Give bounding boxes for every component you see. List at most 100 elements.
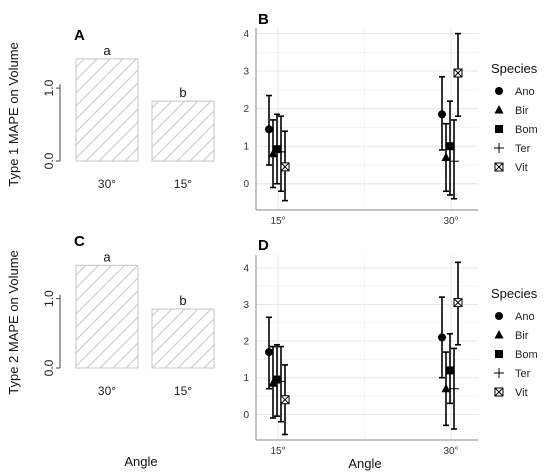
legend-item-vit: Vit	[494, 162, 528, 174]
x-tick-label: 30°	[98, 177, 116, 191]
x-tick-label: 15°	[270, 216, 285, 227]
marker-plus	[449, 156, 459, 167]
legend: Species Ano Bir Bom Ter Vit	[491, 61, 538, 174]
marker-x	[494, 387, 504, 397]
y-tick-label: 3	[243, 300, 249, 311]
series-vit	[280, 261, 463, 436]
y-axis-title: Type 1 MAPE on Volume	[6, 42, 21, 187]
marker-circle	[495, 312, 503, 320]
x-tick-label: 30°	[98, 384, 116, 398]
marker-plus	[494, 368, 504, 378]
x-tick-label: 30°	[443, 446, 458, 457]
series-ano	[265, 75, 446, 166]
y-tick-label: 1.0	[42, 79, 56, 96]
legend-label: Vit	[515, 387, 528, 399]
x-axis-title-right: Angle	[348, 456, 381, 471]
legend: Species Ano Bir Bom Ter Vit	[491, 286, 538, 399]
series-ter	[276, 345, 459, 430]
y-tick-label: 0	[243, 179, 249, 190]
y-axis-title: Type 2 MAPE on Volume	[6, 250, 21, 395]
marker-circle	[438, 110, 446, 119]
legend-label: Vit	[515, 162, 528, 174]
marker-square	[273, 145, 281, 154]
panel-letter-a: A	[74, 27, 85, 44]
y-tick-label: 0.0	[42, 152, 56, 169]
marker-circle	[265, 125, 273, 134]
marker-square	[495, 350, 503, 358]
marker-x	[453, 298, 463, 307]
marker-x	[453, 68, 463, 78]
legend-label: Bom	[515, 349, 538, 361]
marker-x	[280, 395, 290, 405]
legend-label: Ter	[515, 143, 531, 155]
marker-triangle	[494, 105, 504, 114]
x-axis-title-left: Angle	[124, 454, 157, 469]
marker-x	[494, 162, 504, 172]
marker-square	[273, 375, 281, 384]
bar	[151, 308, 215, 369]
legend-item-bom: Bom	[495, 349, 538, 361]
marker-triangle	[441, 152, 451, 161]
errorbar-chart-b: 0 1 2 3 4 15° 30° Species Ano Bir Bom Ter Vit	[243, 28, 538, 227]
marker-plus	[449, 383, 459, 394]
series-bom	[273, 332, 454, 417]
y-tick-label: 0	[243, 410, 249, 421]
y-tick-label: 2	[243, 337, 249, 348]
y-tick-label: 4	[243, 29, 249, 40]
legend-label: Ter	[515, 368, 531, 380]
bar	[75, 58, 139, 162]
legend-label: Bir	[515, 330, 529, 342]
panel-letter-d: D	[258, 237, 269, 254]
marker-boxed-x	[280, 395, 290, 405]
x-tick-label: 30°	[443, 216, 458, 227]
marker-triangle	[494, 330, 504, 339]
bar-letter-label: a	[103, 43, 111, 58]
marker-circle	[265, 348, 273, 357]
marker-boxed-x	[494, 387, 504, 397]
marker-boxed-x	[453, 298, 463, 308]
x-tick-label: 15°	[174, 177, 192, 191]
y-tick-label: 1	[243, 142, 249, 153]
legend-item-bom: Bom	[495, 124, 538, 136]
bar-letter-label: b	[179, 293, 186, 308]
series-bir	[268, 119, 451, 193]
y-tick-label: 4	[243, 263, 249, 274]
legend-item-ano: Ano	[495, 311, 535, 323]
bar-letter-label: b	[179, 85, 186, 100]
y-tick-label: 2	[243, 104, 249, 115]
series-bom	[273, 100, 454, 196]
marker-triangle	[441, 383, 451, 393]
legend-item-ter: Ter	[494, 368, 531, 380]
marker-square	[446, 366, 454, 375]
legend-title: Species	[491, 61, 538, 76]
marker-x	[280, 162, 290, 172]
legend-item-bir: Bir	[494, 105, 529, 117]
marker-square	[446, 142, 454, 151]
marker-square	[495, 125, 503, 133]
y-tick-label: 1.0	[42, 290, 56, 307]
panel-letter-b: B	[258, 11, 269, 28]
bar-chart-a: 0.0 1.0 a 30° b 15° Type 1 MAPE on Volume	[6, 42, 215, 191]
legend-label: Ano	[515, 311, 535, 323]
series-ano	[265, 296, 446, 390]
legend-item-vit: Vit	[494, 387, 528, 399]
legend-label: Bir	[515, 105, 529, 117]
marker-circle	[495, 87, 503, 95]
series-ter	[276, 115, 459, 200]
marker-boxed-x	[280, 162, 290, 172]
legend-item-ano: Ano	[495, 86, 535, 98]
marker-plus	[494, 143, 504, 153]
marker-boxed-x	[494, 162, 504, 172]
y-tick-label: 1	[243, 373, 249, 384]
errorbar-chart-d: 0 1 2 3 4 15° 30° Species Ano Bir Bom Ter Vit	[243, 255, 538, 457]
bar	[151, 100, 215, 162]
bar-chart-c: 0.0 1.0 a 30° b 15° Type 2 MAPE on Volume	[6, 249, 215, 398]
y-tick-label: 0.0	[42, 359, 56, 376]
x-tick-label: 15°	[174, 384, 192, 398]
series-vit	[280, 32, 463, 202]
marker-circle	[438, 333, 446, 342]
legend-title: Species	[491, 286, 538, 301]
legend-item-ter: Ter	[494, 143, 531, 155]
bar-letter-label: a	[103, 249, 111, 264]
